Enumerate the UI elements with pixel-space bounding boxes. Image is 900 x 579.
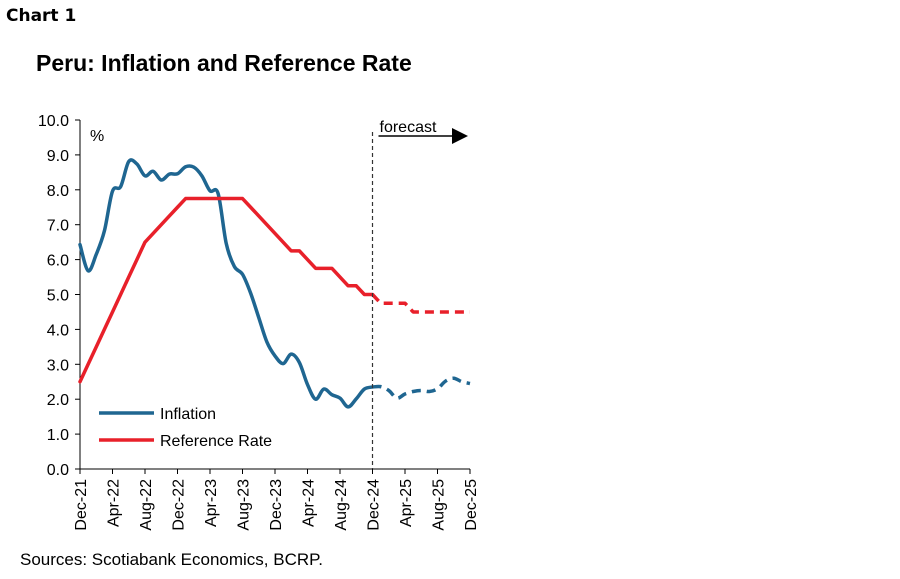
y-tick-label: 2.0 [47, 392, 69, 409]
y-tick-label: 1.0 [47, 427, 69, 444]
chart-title: Peru: Inflation and Reference Rate [36, 50, 412, 76]
x-tick-label: Aug-24 [333, 479, 350, 531]
x-tick-label: Dec-23 [268, 479, 285, 531]
x-tick-label: Apr-25 [398, 479, 415, 527]
x-tick-label: Dec-22 [171, 479, 188, 531]
y-unit-label: % [90, 128, 104, 145]
x-tick-label: Aug-25 [431, 479, 448, 531]
x-tick-label: Apr-24 [301, 479, 318, 527]
x-tick-label: Dec-21 [73, 479, 90, 531]
forecast-arrow-head [452, 128, 468, 144]
reference-rate-forecast-line [371, 293, 470, 314]
inflation-forecast-line [372, 376, 471, 400]
forecast-annotation: forecast [371, 119, 468, 469]
sources-note: Sources: Scotiabank Economics, BCRP. [20, 550, 323, 569]
x-tick-label: Dec-25 [463, 479, 480, 531]
legend: Inflation Reference Rate [99, 406, 272, 450]
y-tick-label: 6.0 [47, 253, 69, 270]
y-tick-label: 0.0 [47, 462, 69, 479]
y-tick-label: 5.0 [47, 288, 69, 305]
x-tick-label: Aug-22 [138, 479, 155, 531]
legend-label: Reference Rate [160, 433, 272, 450]
chart-number: Chart 1 [6, 6, 77, 26]
y-tick-label: 7.0 [47, 218, 69, 235]
inflation-line [78, 158, 375, 409]
x-tick-label: Apr-22 [106, 479, 123, 527]
y-tick-label: 3.0 [47, 357, 69, 374]
y-tick-label: 9.0 [47, 148, 69, 165]
axes: 0.0 1.0 2.0 3.0 4.0 5.0 6.0 7.0 8.0 9.0 10.0% Dec-2… [38, 113, 480, 531]
series-lines [78, 158, 471, 409]
x-tick-label: Dec-24 [366, 479, 383, 531]
reference-rate-line [78, 196, 375, 384]
legend-label: Inflation [160, 406, 216, 423]
y-tick-label: 8.0 [47, 183, 69, 200]
y-tick-label: 4.0 [47, 322, 69, 339]
y-tick-label: 10.0 [38, 113, 69, 130]
forecast-label: forecast [380, 119, 437, 136]
x-tick-label: Aug-23 [236, 479, 253, 531]
x-tick-label: Apr-23 [203, 479, 220, 527]
